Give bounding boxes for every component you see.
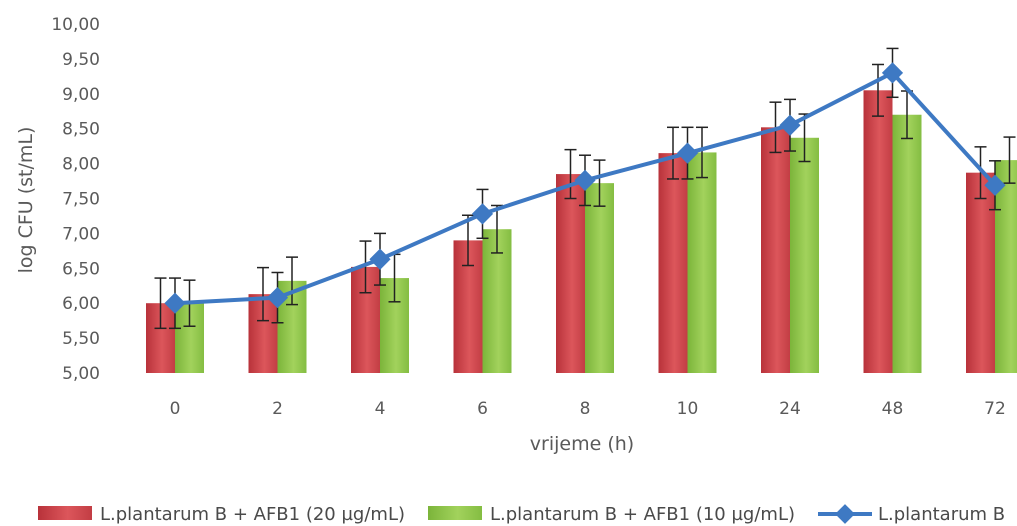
x-tick-label: 4 [375,399,386,419]
legend-swatch-series-2 [428,506,482,520]
bar-series-1 [863,90,893,373]
x-tick-label: 6 [477,399,488,419]
point-series-3 [779,114,801,136]
error-bar-series-2 [593,159,606,207]
legend-label-series-3: L.plantarum B [878,504,1005,525]
bar-series-1 [966,172,995,373]
bar-series-2 [892,114,922,374]
x-axis-ticks: 0 2 4 6 8 10 24 48 72 [170,399,1006,419]
error-bar-series-1 [872,63,884,117]
legend-swatch-series-1 [38,506,92,520]
error-bar-series-2 [491,204,503,254]
y-tick-label: 8,00 [62,155,100,175]
legend-marker-series-3 [835,504,855,524]
y-tick-label: 9,50 [62,50,100,70]
line-series [164,62,1006,314]
error-bar-series-1 [359,240,372,294]
point-series-3 [676,142,699,164]
bar-series-2 [687,152,717,373]
bars [146,90,1017,374]
error-bar-series-2 [286,256,298,306]
y-axis-ticks: 5,00 5,50 6,00 6,50 7,00 7,50 8,00 8,50 9,00 9,50… [51,15,100,384]
y-tick-label: 8,50 [62,120,100,140]
x-tick-label: 48 [882,399,904,419]
error-bar-series-1 [462,214,474,267]
legend-label-series-2: L.plantarum B + AFB1 (10 µg/mL) [490,504,795,525]
y-tick-label: 7,00 [62,224,100,244]
bar-series-2 [995,160,1017,373]
bar-series-2 [790,137,819,373]
x-tick-label: 2 [272,399,283,419]
point-series-3 [984,174,1006,196]
x-tick-label: 10 [677,399,699,419]
x-tick-label: 24 [779,399,801,419]
point-series-3 [881,62,904,84]
bar-series-1 [761,127,790,373]
y-tick-label: 5,50 [62,329,100,349]
y-tick-label: 7,50 [62,190,100,210]
point-series-3 [471,203,494,225]
y-tick-label: 10,00 [51,15,100,35]
error-bar-series-1 [974,146,987,200]
y-tick-label: 6,00 [62,294,100,314]
legend-label-series-1: L.plantarum B + AFB1 (20 µg/mL) [100,504,405,525]
error-bar-series-1 [154,277,167,330]
x-tick-label: 72 [984,399,1006,419]
bar-series-1 [658,153,688,373]
error-bar-series-1 [564,148,577,200]
bar-series-2 [585,183,614,373]
error-bar-series-1 [667,126,679,180]
point-series-3 [369,248,391,270]
y-tick-label: 5,00 [62,364,100,384]
x-axis-title: vrijeme (h) [530,433,634,455]
point-series-3 [574,169,596,191]
x-tick-label: 8 [580,399,591,419]
error-bars [154,47,1016,330]
error-bar-series-2 [1003,136,1016,184]
x-tick-label: 0 [170,399,181,419]
y-tick-label: 6,50 [62,259,100,279]
y-tick-label: 9,00 [62,85,100,105]
error-bar-series-1 [257,266,269,322]
error-bar-series-2 [696,126,708,179]
bar-series-1 [556,174,585,373]
y-axis-title: log CFU (st/mL) [15,127,37,274]
legend: L.plantarum B + AFB1 (20 µg/mL) L.planta… [38,504,1005,525]
